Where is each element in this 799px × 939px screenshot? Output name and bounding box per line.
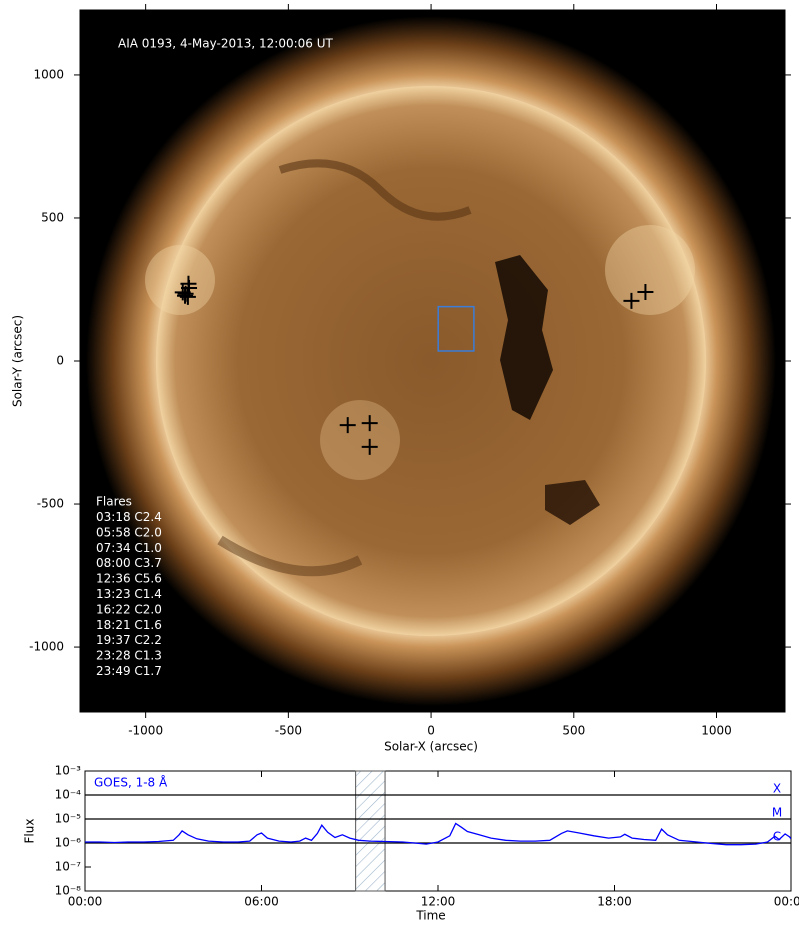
x-tick-label: -1000 — [128, 724, 163, 738]
active-region — [320, 400, 400, 480]
filament — [217, 535, 363, 577]
x-tick-label: 00:00 — [774, 895, 799, 909]
legend-label: GOES, 1-8 Å — [94, 775, 168, 790]
x-axis-label: Solar-X (arcsec) — [384, 740, 478, 754]
coronal-hole — [495, 255, 553, 420]
x-tick-label: 1000 — [701, 724, 732, 738]
class-label: X — [773, 782, 781, 796]
x-tick-label: 0 — [427, 724, 435, 738]
flare-marker — [361, 415, 378, 432]
flare-marker — [174, 284, 191, 301]
active-region — [605, 225, 695, 315]
class-label: C — [773, 830, 781, 844]
flare-entry: 18:21 C1.6 — [96, 618, 162, 632]
active-region — [145, 245, 215, 315]
y-tick-label: 10⁻⁸ — [55, 884, 82, 898]
image-annotation: AIA 0193, 4-May-2013, 12:00:06 UT — [118, 37, 333, 51]
x-tick-label: -500 — [275, 724, 302, 738]
shaded-interval — [355, 770, 386, 892]
flux-line — [85, 822, 791, 846]
flare-entry: 23:49 C1.7 — [96, 664, 162, 678]
coronal-hole — [545, 480, 600, 525]
x-tick-label: 12:00 — [421, 895, 456, 909]
flare-marker — [623, 292, 640, 309]
flare-entry: 13:23 C1.4 — [96, 587, 162, 601]
flare-entry: 19:37 C2.2 — [96, 633, 162, 647]
y-tick-label: 0 — [56, 354, 64, 368]
y-tick-label: 10⁻⁶ — [55, 836, 82, 850]
flare-entry: 03:18 C2.4 — [96, 510, 162, 524]
flare-marker — [361, 438, 378, 455]
x-tick-label: 500 — [562, 724, 585, 738]
x-tick-label: 18:00 — [597, 895, 632, 909]
filament — [278, 159, 472, 221]
flare-entry: 12:36 C5.6 — [96, 572, 162, 586]
flares-title: Flares — [96, 495, 132, 509]
y-tick-label: -1000 — [29, 640, 64, 654]
y-tick-label: 1000 — [33, 67, 64, 81]
bottom-frame — [84, 770, 792, 892]
y-tick-label: 10⁻⁵ — [55, 812, 82, 826]
x-axis-label: Time — [415, 909, 445, 923]
x-tick-label: 06:00 — [244, 895, 279, 909]
solar-image — [80, 10, 785, 712]
flare-entry: 23:28 C1.3 — [96, 649, 162, 663]
flare-marker — [339, 417, 356, 434]
region-box — [437, 305, 475, 352]
y-tick-label: 10⁻³ — [55, 764, 82, 778]
y-axis-label: Solar-Y (arcsec) — [11, 315, 25, 407]
flare-marker — [177, 287, 194, 304]
plot-area — [85, 822, 791, 846]
y-tick-label: 10⁻⁷ — [55, 860, 82, 874]
y-tick-label: 10⁻⁴ — [55, 788, 82, 802]
x-tick-label: 00:00 — [68, 895, 103, 909]
y-tick-label: -500 — [37, 497, 64, 511]
flare-entry: 16:22 C2.0 — [96, 602, 162, 616]
y-axis-label: Flux — [23, 819, 37, 844]
class-label: M — [772, 806, 782, 820]
flare-entry: 08:00 C3.7 — [96, 556, 162, 570]
flare-entry: 07:34 C1.0 — [96, 541, 162, 555]
flare-entry: 05:58 C2.0 — [96, 525, 162, 539]
y-tick-label: 500 — [41, 210, 64, 224]
flare-marker — [637, 284, 654, 301]
